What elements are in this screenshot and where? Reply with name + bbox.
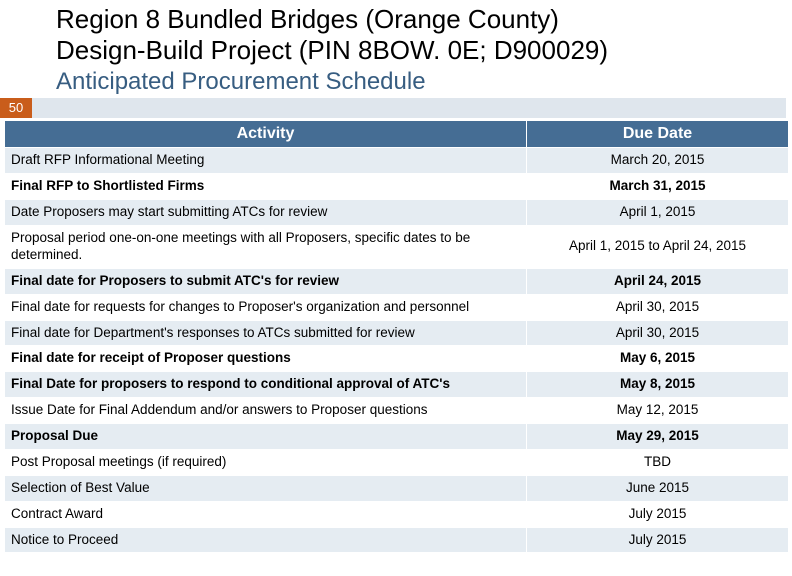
cell-activity: Final date for receipt of Proposer quest… <box>5 346 527 372</box>
slide-number-badge: 50 <box>0 98 32 118</box>
cell-date: May 12, 2015 <box>527 398 789 424</box>
cell-date: May 6, 2015 <box>527 346 789 372</box>
cell-date: March 31, 2015 <box>527 174 789 200</box>
subtitle: Anticipated Procurement Schedule <box>56 68 792 96</box>
cell-date: May 8, 2015 <box>527 372 789 398</box>
cell-activity: Proposal Due <box>5 424 527 450</box>
cell-activity: Notice to Proceed <box>5 527 527 553</box>
table-row: Proposal period one-on-one meetings with… <box>5 226 789 269</box>
main-title-line1: Region 8 Bundled Bridges (Orange County) <box>56 4 792 35</box>
table-row: Date Proposers may start submitting ATCs… <box>5 200 789 226</box>
schedule-table: Activity Due Date Draft RFP Informationa… <box>4 120 789 553</box>
cell-activity: Contract Award <box>5 501 527 527</box>
table-row: Final Date for proposers to respond to c… <box>5 372 789 398</box>
cell-activity: Final RFP to Shortlisted Firms <box>5 174 527 200</box>
cell-date: May 29, 2015 <box>527 424 789 450</box>
table-row: Proposal DueMay 29, 2015 <box>5 424 789 450</box>
cell-activity: Final Date for proposers to respond to c… <box>5 372 527 398</box>
cell-date: June 2015 <box>527 475 789 501</box>
table-row: Notice to ProceedJuly 2015 <box>5 527 789 553</box>
cell-date: July 2015 <box>527 501 789 527</box>
slide-number-bar <box>32 98 786 118</box>
cell-date: TBD <box>527 449 789 475</box>
table-row: Issue Date for Final Addendum and/or ans… <box>5 398 789 424</box>
cell-activity: Final date for Department's responses to… <box>5 320 527 346</box>
cell-activity: Final date for requests for changes to P… <box>5 294 527 320</box>
table-row: Post Proposal meetings (if required)TBD <box>5 449 789 475</box>
header-date: Due Date <box>527 121 789 148</box>
cell-date: April 30, 2015 <box>527 294 789 320</box>
table-row: Draft RFP Informational MeetingMarch 20,… <box>5 148 789 174</box>
table-row: Selection of Best ValueJune 2015 <box>5 475 789 501</box>
cell-activity: Date Proposers may start submitting ATCs… <box>5 200 527 226</box>
slide-number-row: 50 <box>0 98 792 120</box>
table-row: Final date for requests for changes to P… <box>5 294 789 320</box>
title-block: Region 8 Bundled Bridges (Orange County)… <box>0 0 792 96</box>
header-activity: Activity <box>5 121 527 148</box>
main-title-line2: Design-Build Project (PIN 8BOW. 0E; D900… <box>56 35 792 66</box>
cell-activity: Proposal period one-on-one meetings with… <box>5 226 527 269</box>
cell-activity: Final date for Proposers to submit ATC's… <box>5 268 527 294</box>
cell-date: April 1, 2015 to April 24, 2015 <box>527 226 789 269</box>
table-row: Final date for receipt of Proposer quest… <box>5 346 789 372</box>
cell-activity: Post Proposal meetings (if required) <box>5 449 527 475</box>
cell-date: March 20, 2015 <box>527 148 789 174</box>
cell-activity: Draft RFP Informational Meeting <box>5 148 527 174</box>
cell-activity: Issue Date for Final Addendum and/or ans… <box>5 398 527 424</box>
cell-activity: Selection of Best Value <box>5 475 527 501</box>
table-row: Final RFP to Shortlisted FirmsMarch 31, … <box>5 174 789 200</box>
table-row: Contract AwardJuly 2015 <box>5 501 789 527</box>
cell-date: April 24, 2015 <box>527 268 789 294</box>
cell-date: April 1, 2015 <box>527 200 789 226</box>
table-row: Final date for Proposers to submit ATC's… <box>5 268 789 294</box>
table-header-row: Activity Due Date <box>5 121 789 148</box>
cell-date: July 2015 <box>527 527 789 553</box>
cell-date: April 30, 2015 <box>527 320 789 346</box>
table-row: Final date for Department's responses to… <box>5 320 789 346</box>
